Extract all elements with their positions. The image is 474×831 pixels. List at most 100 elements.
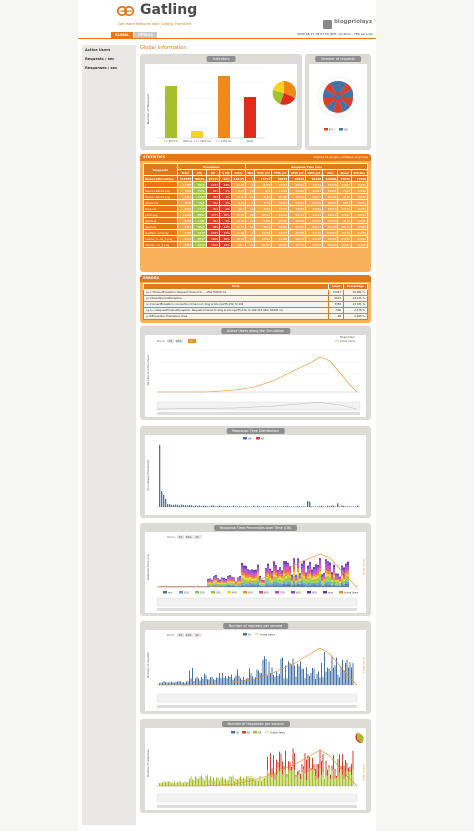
pct-segment bbox=[297, 566, 299, 569]
pct-segment bbox=[337, 585, 339, 587]
zoom-1m-button[interactable] bbox=[177, 535, 184, 539]
resp-ok-bar bbox=[204, 780, 205, 786]
zoom-all-button[interactable] bbox=[194, 633, 202, 637]
resp-ok-bar bbox=[343, 779, 345, 786]
pct-segment bbox=[305, 574, 307, 577]
dist-bar bbox=[207, 506, 209, 507]
table-row[interactable]: Global Information 113364 88191 25173 22% 144… bbox=[143, 175, 369, 182]
pct-segment bbox=[329, 569, 331, 573]
scrollbar[interactable] bbox=[157, 805, 357, 808]
scrollbar[interactable] bbox=[157, 608, 357, 611]
scrollbar[interactable] bbox=[157, 705, 357, 708]
zoom-option: 1m bbox=[179, 536, 184, 539]
request-name[interactable]: monite...ce_2.png bbox=[143, 241, 178, 248]
pct-segment bbox=[277, 576, 279, 578]
zoom-10m-button[interactable] bbox=[185, 535, 193, 539]
pct-segment bbox=[309, 566, 311, 570]
dist-bar bbox=[173, 504, 175, 507]
resp-ok-bar bbox=[312, 769, 313, 786]
rps-bar bbox=[342, 659, 343, 685]
zoom-10m-button[interactable] bbox=[185, 633, 193, 637]
pct-segment bbox=[305, 573, 307, 575]
dist-bar bbox=[313, 506, 315, 507]
resp-ok-bar bbox=[231, 777, 232, 786]
table-row[interactable]: photo.jpg 12403 8692 3711 30% 15.78 63 40521 601… bbox=[143, 211, 369, 218]
pct-segment bbox=[241, 577, 243, 581]
dist-bar bbox=[183, 504, 185, 507]
pct-segment bbox=[299, 585, 301, 587]
zoom-all-button[interactable] bbox=[188, 339, 196, 343]
pct-segment bbox=[297, 571, 299, 576]
pct-segment bbox=[287, 572, 289, 575]
indicators-cat-label: failed bbox=[247, 140, 254, 143]
tab-global[interactable]: GLOBAL bbox=[111, 32, 134, 38]
table-row[interactable]: monite...ce_2.png 8016 6510 1506 19% 10.2 24 21… bbox=[143, 241, 369, 248]
pct-segment bbox=[331, 580, 333, 582]
dist-bar bbox=[171, 504, 173, 507]
pct-segment bbox=[211, 580, 213, 582]
resp-ok-bar bbox=[174, 781, 175, 786]
resp-ok-bar bbox=[198, 778, 199, 786]
pct-segment bbox=[211, 581, 213, 583]
pct-segment bbox=[257, 584, 259, 587]
pct-segment bbox=[279, 583, 281, 586]
sidebar-item-active-users[interactable]: Active Users bbox=[82, 45, 136, 54]
dist-bar bbox=[319, 506, 321, 507]
pct-segment bbox=[251, 582, 253, 584]
navigator[interactable] bbox=[156, 693, 358, 703]
pct-segment bbox=[297, 583, 299, 587]
pct-segment bbox=[255, 569, 257, 572]
navigator[interactable] bbox=[156, 597, 358, 607]
zoom-1m-button[interactable] bbox=[177, 633, 184, 637]
tab-details[interactable]: DETAILS bbox=[134, 32, 157, 38]
brand-name[interactable]: Gatling bbox=[140, 2, 198, 18]
table-row[interactable]: /posts/o...umengn 9185 7630 1555 17% 11.69 3 16… bbox=[143, 229, 369, 236]
pct-segment bbox=[275, 584, 277, 587]
percentiles-legend: min 10% 20% 30% 40% 50% 60% 70% 80% 90% max Active … bbox=[163, 591, 359, 595]
table-row[interactable]: jquery.js 9013 8024 989 11% 11.47 64 9020 58402 6… bbox=[143, 223, 369, 230]
sidebar-item-responses-sec[interactable]: Responses / sec bbox=[82, 63, 136, 72]
dist-bar bbox=[345, 506, 347, 507]
rps-bar bbox=[270, 672, 271, 685]
col-requests[interactable]: Requests bbox=[143, 163, 178, 176]
pct-segment bbox=[229, 575, 231, 577]
scrollbar[interactable] bbox=[157, 412, 360, 415]
resp-ok-bar bbox=[216, 777, 217, 786]
navigator[interactable] bbox=[156, 401, 361, 411]
legend-label: 40% bbox=[232, 592, 238, 595]
pct-segment bbox=[235, 585, 237, 587]
zoom-option: 10m bbox=[176, 340, 182, 343]
pct-segment bbox=[227, 576, 229, 578]
pct-segment bbox=[251, 569, 253, 571]
zoom-all-button[interactable] bbox=[194, 535, 202, 539]
resp-ok-bar bbox=[258, 780, 259, 786]
pct-segment bbox=[217, 581, 219, 583]
sidebar-item-requests-sec[interactable]: Requests / sec bbox=[82, 54, 136, 63]
tagline-link[interactable]: Get more features with Gatling FrontLine bbox=[118, 22, 192, 26]
dist-bar bbox=[327, 505, 329, 507]
rps-bar bbox=[193, 680, 195, 685]
pct-segment bbox=[311, 569, 313, 572]
dist-bar bbox=[259, 506, 261, 507]
pct-segment bbox=[327, 576, 329, 580]
pct-segment bbox=[251, 583, 253, 586]
pct-segment bbox=[221, 581, 223, 583]
resp-ko-bar bbox=[309, 757, 310, 769]
rps-bar bbox=[165, 682, 166, 685]
expand-collapse-links[interactable]: Expand all groups | Collapse all groups bbox=[313, 154, 368, 159]
navigator[interactable] bbox=[156, 793, 358, 803]
zoom-1m-button[interactable] bbox=[167, 339, 174, 343]
bar-under-800 bbox=[165, 86, 177, 138]
table-cell: 60089 bbox=[271, 241, 290, 248]
pct-segment bbox=[307, 569, 309, 572]
pct-segment bbox=[217, 582, 219, 584]
resp-ok-bar bbox=[328, 768, 330, 786]
dist-bar bbox=[203, 505, 205, 507]
dist-bar bbox=[167, 504, 169, 507]
zoom-10m-button[interactable] bbox=[175, 339, 183, 343]
pct-segment bbox=[333, 575, 335, 577]
pct-segment bbox=[261, 581, 263, 583]
table-row[interactable]: /11380 9659 1721 15% 14.48 1 6789 30254 60091 601… bbox=[143, 181, 369, 188]
pct-segment bbox=[259, 579, 261, 582]
pct-segment bbox=[343, 579, 345, 581]
